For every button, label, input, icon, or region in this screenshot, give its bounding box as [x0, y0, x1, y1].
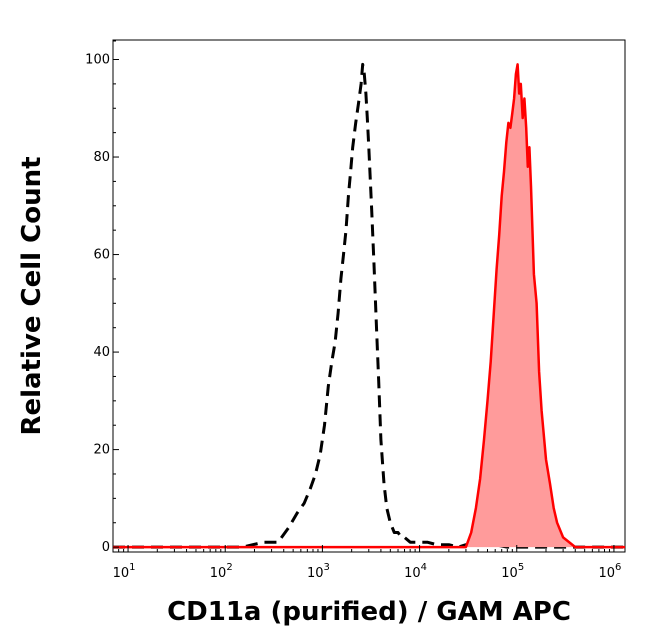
- x-tick-label: 106: [598, 562, 621, 581]
- series-0-line: [113, 62, 625, 549]
- x-tick-label: 101: [113, 562, 136, 581]
- x-tick-label: 104: [404, 562, 427, 581]
- y-axis-title: Relative Cell Count: [17, 156, 47, 435]
- x-tick-base: 10: [113, 566, 130, 581]
- series-layer: [113, 62, 625, 549]
- x-tick-label: 105: [501, 562, 524, 581]
- x-tick-exponent: 2: [226, 562, 232, 573]
- y-tick-label: 100: [85, 53, 110, 68]
- x-axis: 101 102 103 104 105 106: [112, 545, 621, 581]
- y-tick-label: 60: [93, 248, 110, 263]
- y-tick-label: 40: [93, 345, 110, 360]
- x-tick-base: 10: [307, 566, 324, 581]
- series-1-fill: [113, 64, 625, 548]
- x-tick-base: 10: [210, 566, 227, 581]
- y-axis: 0 20 40 60 80 100: [85, 40, 119, 555]
- x-tick-label: 102: [210, 562, 233, 581]
- x-tick-exponent: 4: [421, 562, 427, 573]
- x-tick-exponent: 3: [323, 562, 329, 573]
- x-tick-exponent: 1: [129, 562, 135, 573]
- series-1-line: [113, 63, 625, 549]
- x-tick-exponent: 5: [518, 562, 524, 573]
- x-tick-base: 10: [598, 566, 615, 581]
- x-tick-label: 103: [307, 562, 330, 581]
- x-axis-title: CD11a (purified) / GAM APC: [167, 597, 571, 627]
- x-tick-exponent: 6: [615, 562, 621, 573]
- x-tick-base: 10: [404, 566, 421, 581]
- y-tick-label: 80: [93, 150, 110, 165]
- x-tick-base: 10: [501, 566, 518, 581]
- y-tick-label: 20: [93, 443, 110, 458]
- y-tick-label: 0: [102, 540, 110, 555]
